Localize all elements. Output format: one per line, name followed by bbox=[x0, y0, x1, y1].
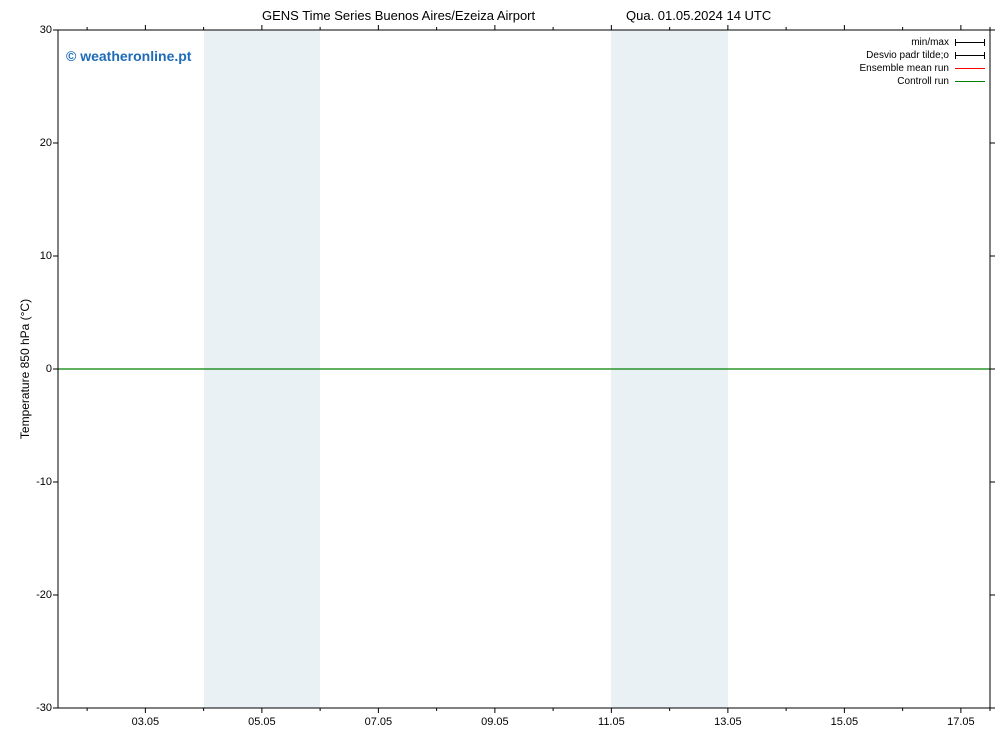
legend-item: Desvio padr tilde;o bbox=[860, 49, 986, 62]
legend-item: min/max bbox=[860, 36, 986, 49]
y-tick-label: -20 bbox=[36, 589, 58, 601]
chart-title-left: GENS Time Series Buenos Aires/Ezeiza Air… bbox=[262, 8, 535, 23]
watermark: © weatheronline.pt bbox=[66, 48, 191, 64]
chart-svg bbox=[0, 0, 1000, 733]
y-tick-label: 30 bbox=[40, 24, 58, 36]
y-tick-label: -30 bbox=[36, 702, 58, 714]
legend-line-icon bbox=[955, 68, 985, 69]
chart-title-right: Qua. 01.05.2024 14 UTC bbox=[626, 8, 771, 23]
y-tick-label: -10 bbox=[36, 476, 58, 488]
x-tick-label: 07.05 bbox=[365, 712, 393, 728]
legend-line-icon bbox=[955, 81, 985, 82]
y-tick-label: 10 bbox=[40, 250, 58, 262]
x-tick-label: 13.05 bbox=[714, 712, 742, 728]
legend-errorbar-icon bbox=[955, 55, 985, 56]
y-tick-label: 20 bbox=[40, 137, 58, 149]
legend-item: Ensemble mean run bbox=[860, 62, 986, 75]
legend-label: Desvio padr tilde;o bbox=[866, 50, 949, 61]
legend-label: Ensemble mean run bbox=[860, 63, 950, 74]
x-tick-label: 05.05 bbox=[248, 712, 276, 728]
x-tick-label: 09.05 bbox=[481, 712, 509, 728]
x-tick-label: 15.05 bbox=[831, 712, 859, 728]
legend-errorbar-icon bbox=[955, 42, 985, 43]
x-tick-label: 17.05 bbox=[947, 712, 975, 728]
x-tick-label: 11.05 bbox=[598, 712, 625, 728]
y-tick-label: 0 bbox=[46, 363, 58, 375]
temperature-850hpa-chart: -30 -20 -10 0 10 20 30 03.05 05.05 07.05 09.05 11.0… bbox=[0, 0, 1000, 733]
x-tick-label: 03.05 bbox=[132, 712, 160, 728]
legend-label: min/max bbox=[911, 37, 949, 48]
legend: min/max Desvio padr tilde;o Ensemble mean … bbox=[860, 36, 986, 88]
y-axis-title: Temperature 850 hPa (°C) bbox=[18, 299, 32, 439]
legend-label: Controll run bbox=[897, 76, 949, 87]
legend-item: Controll run bbox=[860, 75, 986, 88]
